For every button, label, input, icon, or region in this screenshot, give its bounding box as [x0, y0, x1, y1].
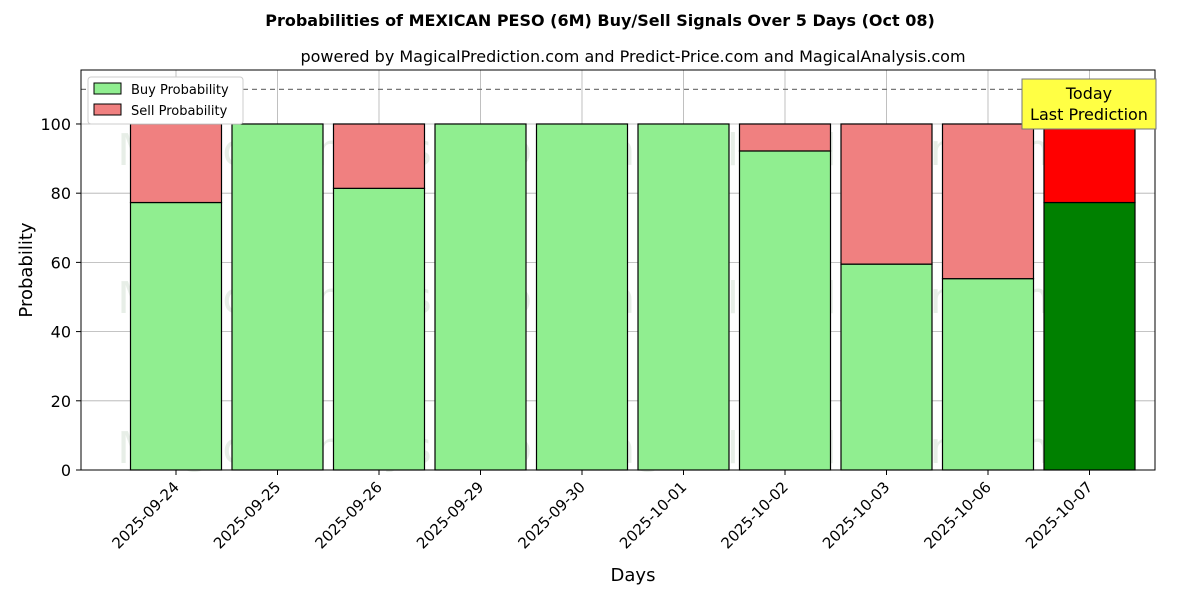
y-tick-label: 0 — [61, 461, 71, 480]
y-tick-label: 100 — [40, 115, 71, 134]
bar-buy — [941, 278, 1035, 471]
chart-subtitle: powered by MagicalPrediction.com and Pre… — [300, 47, 965, 66]
x-tick-label: 2025-09-24 — [108, 478, 182, 552]
y-axis-label: Probability — [16, 222, 37, 317]
legend: Buy Probability Sell Probability — [87, 76, 244, 125]
bar-buy — [332, 187, 426, 471]
bar-buy — [637, 123, 730, 471]
x-tick-label: 2025-09-25 — [210, 478, 284, 552]
y-tick-label: 80 — [51, 184, 71, 203]
x-tick-label: 2025-10-06 — [920, 478, 994, 552]
x-tick-label: 2025-09-29 — [413, 478, 487, 552]
x-tick-label: 2025-09-26 — [311, 478, 385, 552]
y-tick-label: 40 — [51, 323, 71, 342]
legend-label-sell: Sell Probability — [131, 104, 228, 119]
y-tick-label: 60 — [51, 253, 71, 272]
bar-sell — [129, 123, 223, 204]
chart-title: Probabilities of MEXICAN PESO (6M) Buy/S… — [265, 11, 935, 30]
bar-sell — [941, 123, 1035, 280]
bar-sell — [1043, 123, 1136, 204]
legend-swatch-sell — [93, 103, 122, 116]
bar-buy — [535, 123, 629, 471]
bar-buy — [231, 123, 324, 471]
bar-buy — [434, 123, 527, 471]
annotation-box: Today Last Prediction — [1021, 78, 1157, 130]
bar-sell — [840, 123, 933, 265]
plot-frame — [80, 69, 1156, 471]
x-tick-label: 2025-10-03 — [819, 478, 893, 552]
legend-swatch-buy — [93, 82, 122, 95]
x-axis-label: Days — [611, 565, 656, 586]
x-tick-label: 2025-10-01 — [616, 478, 690, 552]
bar-sell — [332, 123, 426, 189]
annotation-line2: Last Prediction — [1030, 105, 1148, 124]
x-tick-label: 2025-10-02 — [717, 478, 791, 552]
bar-buy — [129, 201, 223, 471]
x-tick-label: 2025-10-07 — [1022, 478, 1096, 552]
annotation-line1: Today — [1065, 84, 1112, 103]
x-tick-label: 2025-09-30 — [514, 478, 588, 552]
y-tick-label: 20 — [51, 392, 71, 411]
bar-buy — [840, 263, 933, 471]
bar-buy — [1043, 201, 1136, 471]
legend-label-buy: Buy Probability — [131, 83, 229, 98]
bar-sell — [738, 123, 832, 152]
bar-buy — [738, 150, 832, 471]
